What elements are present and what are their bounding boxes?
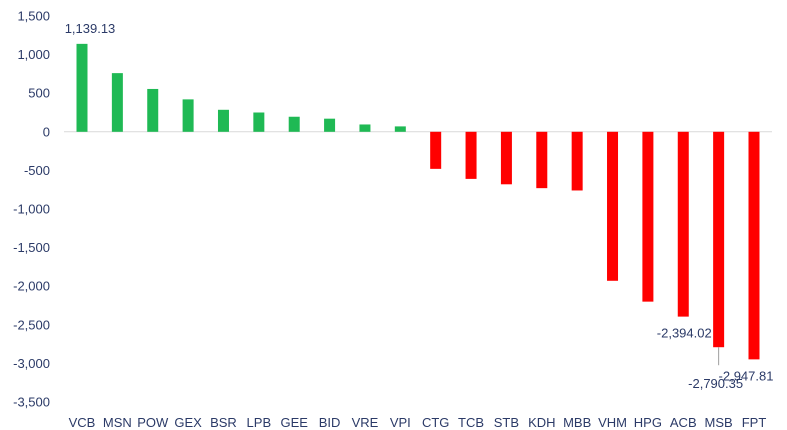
data-label-msb: -2,790.35 (688, 376, 743, 391)
bar-kdh (536, 131, 548, 189)
x-tick-label: MBB (563, 415, 591, 430)
bar-stb (500, 131, 512, 185)
y-tick-label: -2,000 (13, 279, 50, 294)
bar-vcb (76, 43, 88, 132)
bar-fpt (748, 131, 760, 360)
bar-lpb (253, 112, 265, 132)
x-tick-label: MSN (103, 415, 132, 430)
x-tick-label: STB (494, 415, 519, 430)
bar-gee (288, 116, 300, 132)
y-tick-label: 1,500 (17, 9, 50, 24)
x-tick-label: LPB (247, 415, 272, 430)
x-tick-label: CTG (422, 415, 449, 430)
y-tick-label: -3,000 (13, 356, 50, 371)
x-tick-label: GEE (280, 415, 308, 430)
data-label-acb: -2,394.02 (657, 326, 712, 341)
x-tick-label: GEX (174, 415, 202, 430)
bar-vpi (394, 126, 406, 132)
y-tick-label: 0 (43, 124, 50, 139)
bar-ctg (430, 131, 442, 169)
y-tick-label: 1,000 (17, 47, 50, 62)
y-tick-label: -1,000 (13, 202, 50, 217)
bar-vre (359, 124, 371, 132)
x-tick-label: HPG (634, 415, 662, 430)
x-tick-label: BSR (210, 415, 237, 430)
y-tick-label: 500 (28, 86, 50, 101)
bar-hpg (642, 131, 654, 302)
y-tick-label: -1,500 (13, 240, 50, 255)
x-tick-label: VHM (598, 415, 627, 430)
bar-bid (324, 118, 336, 132)
x-tick-label: POW (137, 415, 169, 430)
x-tick-label: ACB (670, 415, 697, 430)
x-tick-label: VRE (352, 415, 379, 430)
y-tick-label: -2,500 (13, 317, 50, 332)
data-label-fpt: -2,947.81 (719, 368, 774, 383)
bar-pow (147, 88, 159, 132)
x-tick-label: FPT (742, 415, 767, 430)
bar-acb (677, 131, 689, 317)
bar-msn (111, 73, 123, 132)
bar-vhm (607, 131, 619, 281)
x-tick-label: KDH (528, 415, 555, 430)
bar-msb (713, 131, 725, 348)
x-tick-label: TCB (458, 415, 484, 430)
bar-mbb (571, 131, 583, 191)
x-tick-label: BID (319, 415, 341, 430)
bar-tcb (465, 131, 477, 179)
bar-gex (182, 99, 194, 132)
y-tick-label: -3,500 (13, 395, 50, 410)
x-tick-label: VCB (69, 415, 96, 430)
y-tick-label: -500 (24, 163, 50, 178)
x-tick-label: VPI (390, 415, 411, 430)
bar-bsr (217, 109, 229, 132)
data-label-vcb: 1,139.13 (65, 21, 116, 36)
x-tick-label: MSB (705, 415, 733, 430)
